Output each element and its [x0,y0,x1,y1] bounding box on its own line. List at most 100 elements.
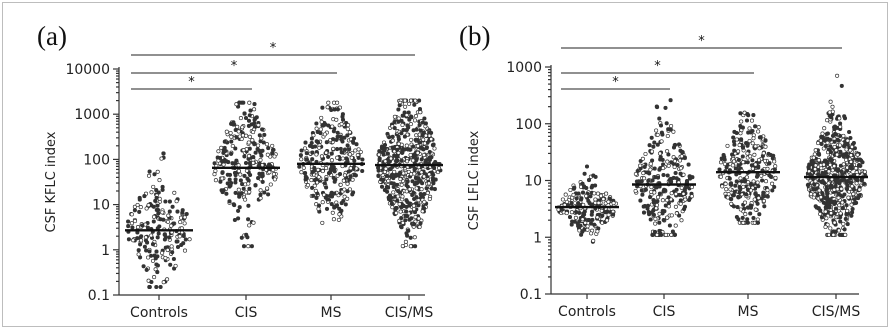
data-point [165,277,170,282]
data-point [310,144,315,150]
data-point [151,214,157,219]
data-point [301,165,306,170]
data-point [299,148,304,153]
y-tick-label: 0.1 [88,288,110,304]
data-point [270,143,275,148]
data-point [401,171,406,176]
data-point [151,184,156,189]
data-point [825,195,830,200]
data-point [265,152,270,157]
data-point [669,232,674,237]
data-point [404,113,409,118]
data-point [182,221,187,226]
data-point [149,190,154,195]
data-point [161,280,166,285]
data-point [135,202,140,208]
data-point [403,213,408,218]
data-point [413,137,418,142]
data-point [335,100,340,105]
data-point [689,194,694,199]
data-point [259,136,264,141]
data-point [146,203,151,208]
data-point [246,153,252,159]
data-point [331,129,336,134]
data-point [334,117,339,122]
data-point [326,171,332,176]
data-point [394,205,399,211]
data-point [418,128,423,133]
data-point [643,151,648,157]
data-point [376,152,382,157]
data-point [825,161,830,166]
data-point [424,158,429,163]
data-point [751,179,756,184]
data-point [233,177,238,182]
data-point [347,177,352,182]
data-point [147,284,152,290]
data-point [639,188,644,193]
data-point [832,220,837,225]
data-point [139,238,144,243]
x-category-label: CIS [235,305,258,321]
data-point [413,98,418,103]
data-point [757,212,762,217]
data-point [576,191,581,196]
data-point [832,139,837,144]
data-point [168,262,173,267]
data-point [154,188,159,193]
data-point [736,163,741,168]
data-point [409,216,414,221]
data-point [645,203,651,208]
data-point [671,129,676,134]
data-point [187,237,192,242]
data-point [392,120,397,125]
data-point [744,192,749,197]
data-point [737,181,742,186]
data-point [338,134,343,139]
data-point [146,255,151,260]
data-point [145,225,150,230]
data-point [145,240,150,245]
data-point [309,136,314,141]
data-point [407,187,412,192]
data-point [421,206,427,211]
data-point [414,127,419,132]
data-point [314,126,319,131]
data-point [756,195,761,201]
data-point [588,194,593,199]
data-point [345,143,350,148]
data-point [132,204,137,209]
data-point [647,143,652,148]
data-point [144,267,149,272]
data-point [160,184,165,189]
data-point [342,194,347,199]
data-point [325,105,330,110]
data-point [220,170,225,175]
data-point [223,148,228,153]
data-point [429,186,434,191]
data-point [846,195,851,200]
data-point [423,133,428,138]
y-tick-label: 1000 [506,60,542,76]
data-point [141,264,146,269]
data-point [137,197,142,202]
data-point [219,145,224,150]
data-point [642,164,647,169]
data-point [398,209,403,214]
data-point [324,177,329,182]
data-point [325,197,330,202]
data-point [351,140,356,145]
data-point [322,181,327,186]
data-point [378,171,383,176]
data-point [257,133,262,138]
data-point [252,117,257,122]
data-point [411,206,417,212]
data-point [251,160,256,165]
data-point [432,146,437,151]
data-point [813,179,818,184]
data-point [659,139,664,144]
data-point [849,202,854,207]
data-point [652,229,658,234]
data-point [745,160,750,165]
data-point [324,150,329,155]
